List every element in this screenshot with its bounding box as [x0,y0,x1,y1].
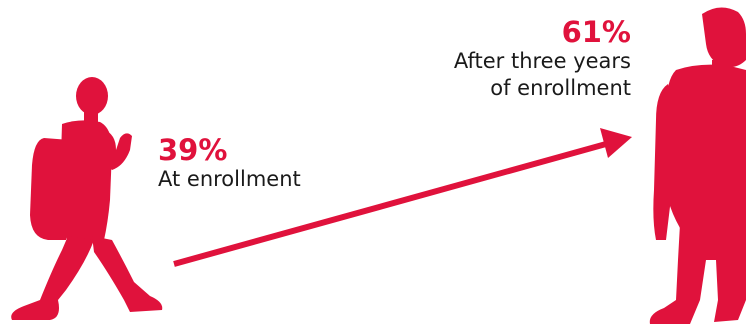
start-label: At enrollment [158,167,301,191]
standing-young-adult-icon [649,7,746,324]
end-percentage: 61% [561,15,631,49]
walking-student-icon [11,77,163,320]
start-percentage: 39% [158,133,228,167]
start-stat: 39% At enrollment [158,134,301,193]
end-label-line1: After three years [453,49,631,73]
end-label-line2: of enrollment [490,76,631,100]
growth-arrow-icon [173,128,632,267]
end-stat: 61% After three years of enrollment [454,16,631,102]
